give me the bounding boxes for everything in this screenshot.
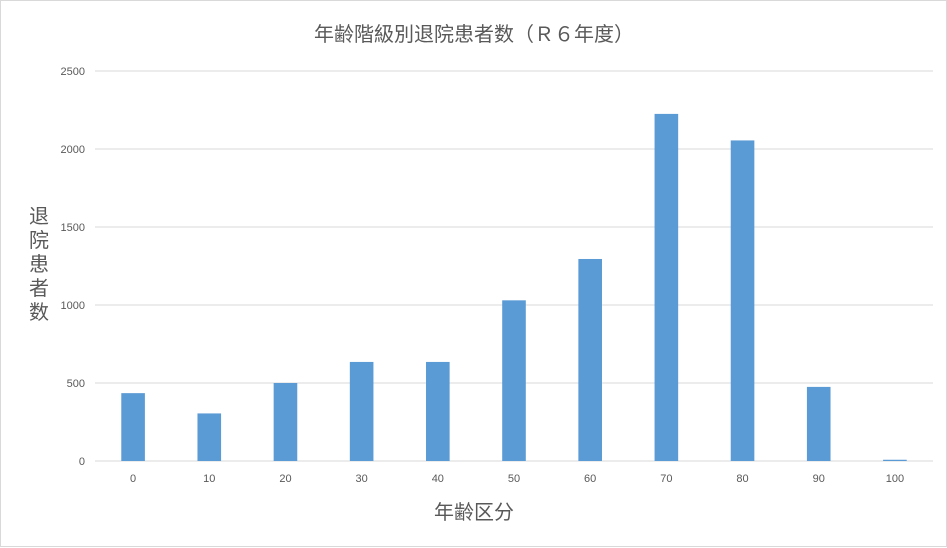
y-tick-label: 2000 [61, 144, 85, 156]
x-tick-label: 50 [508, 473, 520, 485]
bar [883, 459, 907, 461]
bar [578, 258, 602, 461]
chart-title: 年齢階級別退院患者数（Ｒ６年度） [314, 22, 634, 46]
bar [502, 300, 526, 461]
y-tick-label: 0 [79, 456, 85, 468]
bar [654, 113, 679, 462]
y-tick-label: 500 [67, 378, 85, 390]
x-axis-label: 年齢区分 [434, 500, 514, 524]
x-tick-label: 10 [203, 473, 215, 485]
bar [426, 361, 450, 461]
bar [806, 386, 831, 461]
x-axis-ticks: 0 10 20 30 40 50 60 70 80 90 100 [130, 473, 904, 485]
x-tick-label: 70 [660, 473, 672, 485]
x-tick-label: 60 [584, 473, 596, 485]
x-tick-label: 20 [279, 473, 291, 485]
bar [121, 393, 145, 461]
bar [730, 140, 755, 462]
x-tick-label: 80 [736, 473, 748, 485]
y-axis-label: 退院患者数 [29, 204, 49, 324]
x-tick-label: 90 [813, 473, 825, 485]
x-tick-label: 0 [130, 473, 136, 485]
bar [197, 413, 222, 461]
bars [121, 113, 907, 462]
y-axis-ticks: 0 500 1000 1500 2000 2500 [61, 66, 85, 468]
bar [273, 383, 298, 461]
y-tick-label: 2500 [61, 66, 85, 78]
bar [349, 361, 374, 461]
y-tick-label: 1000 [61, 300, 85, 312]
x-tick-label: 40 [432, 473, 444, 485]
x-tick-label: 30 [356, 473, 368, 485]
y-tick-label: 1500 [61, 222, 85, 234]
x-tick-label: 100 [886, 473, 904, 485]
